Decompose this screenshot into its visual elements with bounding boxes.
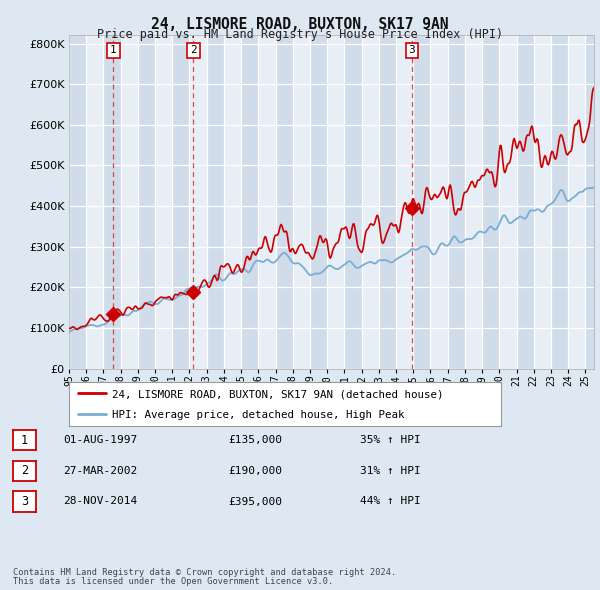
Bar xyxy=(586,35,600,369)
Text: 1: 1 xyxy=(21,434,28,447)
Bar xyxy=(172,35,190,369)
Text: 1: 1 xyxy=(110,45,117,55)
Text: 24, LISMORE ROAD, BUXTON, SK17 9AN (detached house): 24, LISMORE ROAD, BUXTON, SK17 9AN (deta… xyxy=(112,389,444,399)
Text: Price paid vs. HM Land Registry's House Price Index (HPI): Price paid vs. HM Land Registry's House … xyxy=(97,28,503,41)
Text: 2: 2 xyxy=(21,464,28,477)
Bar xyxy=(241,35,259,369)
Text: Contains HM Land Registry data © Crown copyright and database right 2024.: Contains HM Land Registry data © Crown c… xyxy=(13,568,397,577)
Bar xyxy=(69,35,86,369)
Bar xyxy=(551,35,568,369)
Text: £135,000: £135,000 xyxy=(228,435,282,445)
Text: 24, LISMORE ROAD, BUXTON, SK17 9AN: 24, LISMORE ROAD, BUXTON, SK17 9AN xyxy=(151,17,449,31)
Bar xyxy=(310,35,327,369)
Bar xyxy=(413,35,430,369)
Text: 01-AUG-1997: 01-AUG-1997 xyxy=(63,435,137,445)
Bar xyxy=(103,35,121,369)
Bar xyxy=(207,35,224,369)
Text: 3: 3 xyxy=(409,45,415,55)
Bar xyxy=(482,35,499,369)
Text: This data is licensed under the Open Government Licence v3.0.: This data is licensed under the Open Gov… xyxy=(13,578,334,586)
Text: 2: 2 xyxy=(190,45,197,55)
Text: 3: 3 xyxy=(21,495,28,508)
Bar xyxy=(138,35,155,369)
Bar xyxy=(448,35,465,369)
Bar xyxy=(379,35,396,369)
Text: 35% ↑ HPI: 35% ↑ HPI xyxy=(360,435,421,445)
Text: £190,000: £190,000 xyxy=(228,466,282,476)
Text: 27-MAR-2002: 27-MAR-2002 xyxy=(63,466,137,476)
Text: £395,000: £395,000 xyxy=(228,497,282,506)
Text: 28-NOV-2014: 28-NOV-2014 xyxy=(63,497,137,506)
Bar xyxy=(344,35,362,369)
Bar xyxy=(275,35,293,369)
Text: 44% ↑ HPI: 44% ↑ HPI xyxy=(360,497,421,506)
Text: HPI: Average price, detached house, High Peak: HPI: Average price, detached house, High… xyxy=(112,411,404,420)
Bar xyxy=(517,35,534,369)
Text: 31% ↑ HPI: 31% ↑ HPI xyxy=(360,466,421,476)
